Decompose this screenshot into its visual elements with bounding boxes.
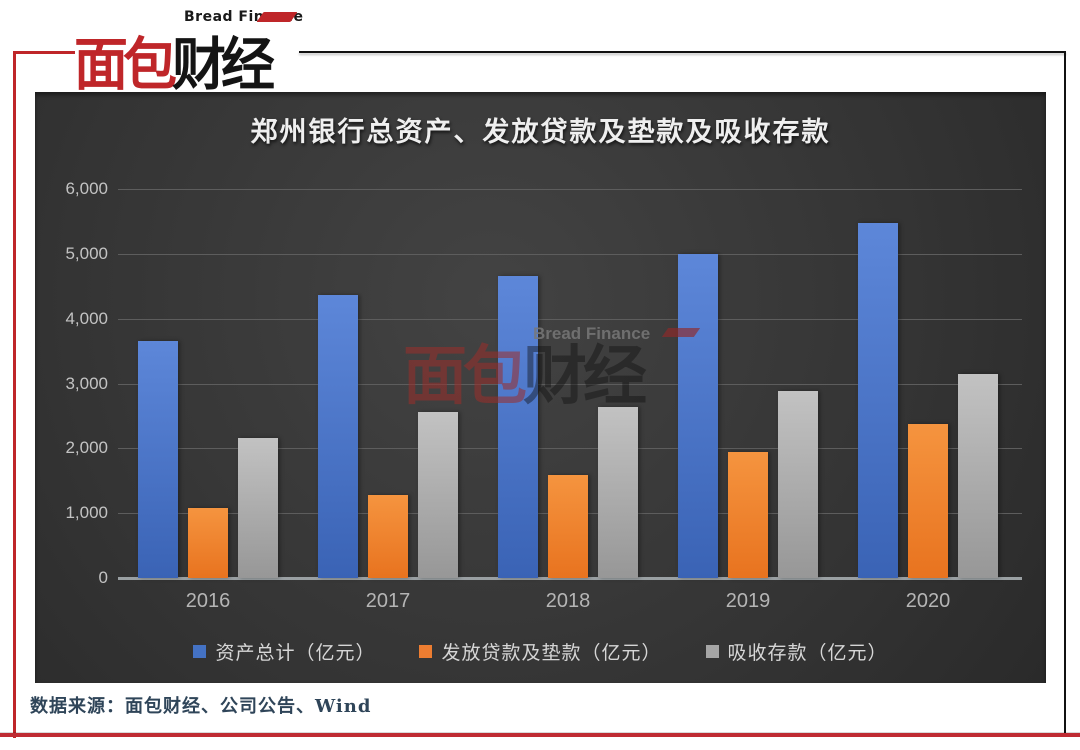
bar-2018-series-1 xyxy=(548,474,588,578)
y-axis-tick-label: 3,000 xyxy=(65,373,108,393)
bar-2020-series-2 xyxy=(958,373,998,578)
legend-label: 吸收存款（亿元） xyxy=(727,643,888,664)
x-axis-tick-label: 2018 xyxy=(545,590,591,612)
legend-swatch-icon xyxy=(705,645,719,658)
x-axis-tick-label: 2017 xyxy=(365,590,411,612)
bar-2019-series-0 xyxy=(678,253,718,578)
frame-right-line xyxy=(1064,51,1066,736)
legend-swatch-icon xyxy=(419,645,433,658)
x-axis-tick-label: 2016 xyxy=(185,590,231,612)
legend-swatch-icon xyxy=(193,645,207,658)
brand-logo: Bread Finance 面包财经 xyxy=(74,2,324,98)
x-axis-tick-label: 2019 xyxy=(725,590,771,612)
gridline xyxy=(118,383,1022,385)
bar-2018-series-0 xyxy=(498,275,538,578)
frame-top-black-line xyxy=(299,51,1066,53)
bar-2017-series-2 xyxy=(418,412,458,578)
legend-label: 资产总计（亿元） xyxy=(215,643,376,664)
data-source-note: 数据来源：面包财经、公司公告、Wind xyxy=(30,696,372,717)
y-axis-tick-label: 0 xyxy=(98,568,108,587)
bar-2018-series-2 xyxy=(598,406,638,578)
bar-2016-series-0 xyxy=(138,340,178,578)
legend-item: 发放贷款及垫款（亿元） xyxy=(419,638,661,665)
bar-2020-series-0 xyxy=(858,222,898,578)
chart-legend: 资产总计（亿元） 发放贷款及垫款（亿元） 吸收存款（亿元） xyxy=(35,638,1046,665)
gridline xyxy=(118,189,1022,190)
y-axis-tick-label: 2,000 xyxy=(65,438,108,458)
brand-wordmark-black: 财经 xyxy=(172,31,275,98)
brand-logo-wordmark: 面包财经 xyxy=(74,18,275,101)
bar-2017-series-1 xyxy=(368,495,408,578)
chart-panel: 郑州银行总资产、发放贷款及垫款及吸收存款 0 1,000 2,000 3,000 4,0… xyxy=(35,92,1046,683)
brand-wordmark-red: 面包 xyxy=(74,31,177,98)
frame-bottom-line xyxy=(0,733,1080,737)
bar-2019-series-2 xyxy=(778,390,818,578)
x-axis-line xyxy=(118,577,1022,580)
gridline xyxy=(118,318,1022,320)
legend-label: 发放贷款及垫款（亿元） xyxy=(441,643,662,664)
gridline xyxy=(118,253,1022,255)
y-axis-tick-label: 5,000 xyxy=(65,243,108,263)
legend-item: 吸收存款（亿元） xyxy=(705,638,888,665)
x-axis-tick-label: 2020 xyxy=(905,590,951,612)
bar-2020-series-1 xyxy=(908,424,948,578)
bar-2019-series-1 xyxy=(728,451,768,578)
y-axis-tick-label: 6,000 xyxy=(65,179,108,198)
frame-left-line xyxy=(13,51,16,738)
bar-2016-series-1 xyxy=(188,507,228,578)
chart-title: 郑州银行总资产、发放贷款及垫款及吸收存款 xyxy=(250,117,831,147)
bar-chart-plot-area: 0 1,000 2,000 3,000 4,000 5,000 6,000 2016 2017 2… xyxy=(35,92,1046,683)
y-axis-tick-label: 1,000 xyxy=(65,503,108,523)
bar-2017-series-0 xyxy=(318,295,358,578)
bar-2016-series-2 xyxy=(238,437,278,578)
y-axis-tick-label: 4,000 xyxy=(65,308,108,328)
frame-top-red-line xyxy=(13,51,75,54)
legend-item: 资产总计（亿元） xyxy=(193,638,375,665)
gridline xyxy=(118,448,1022,450)
